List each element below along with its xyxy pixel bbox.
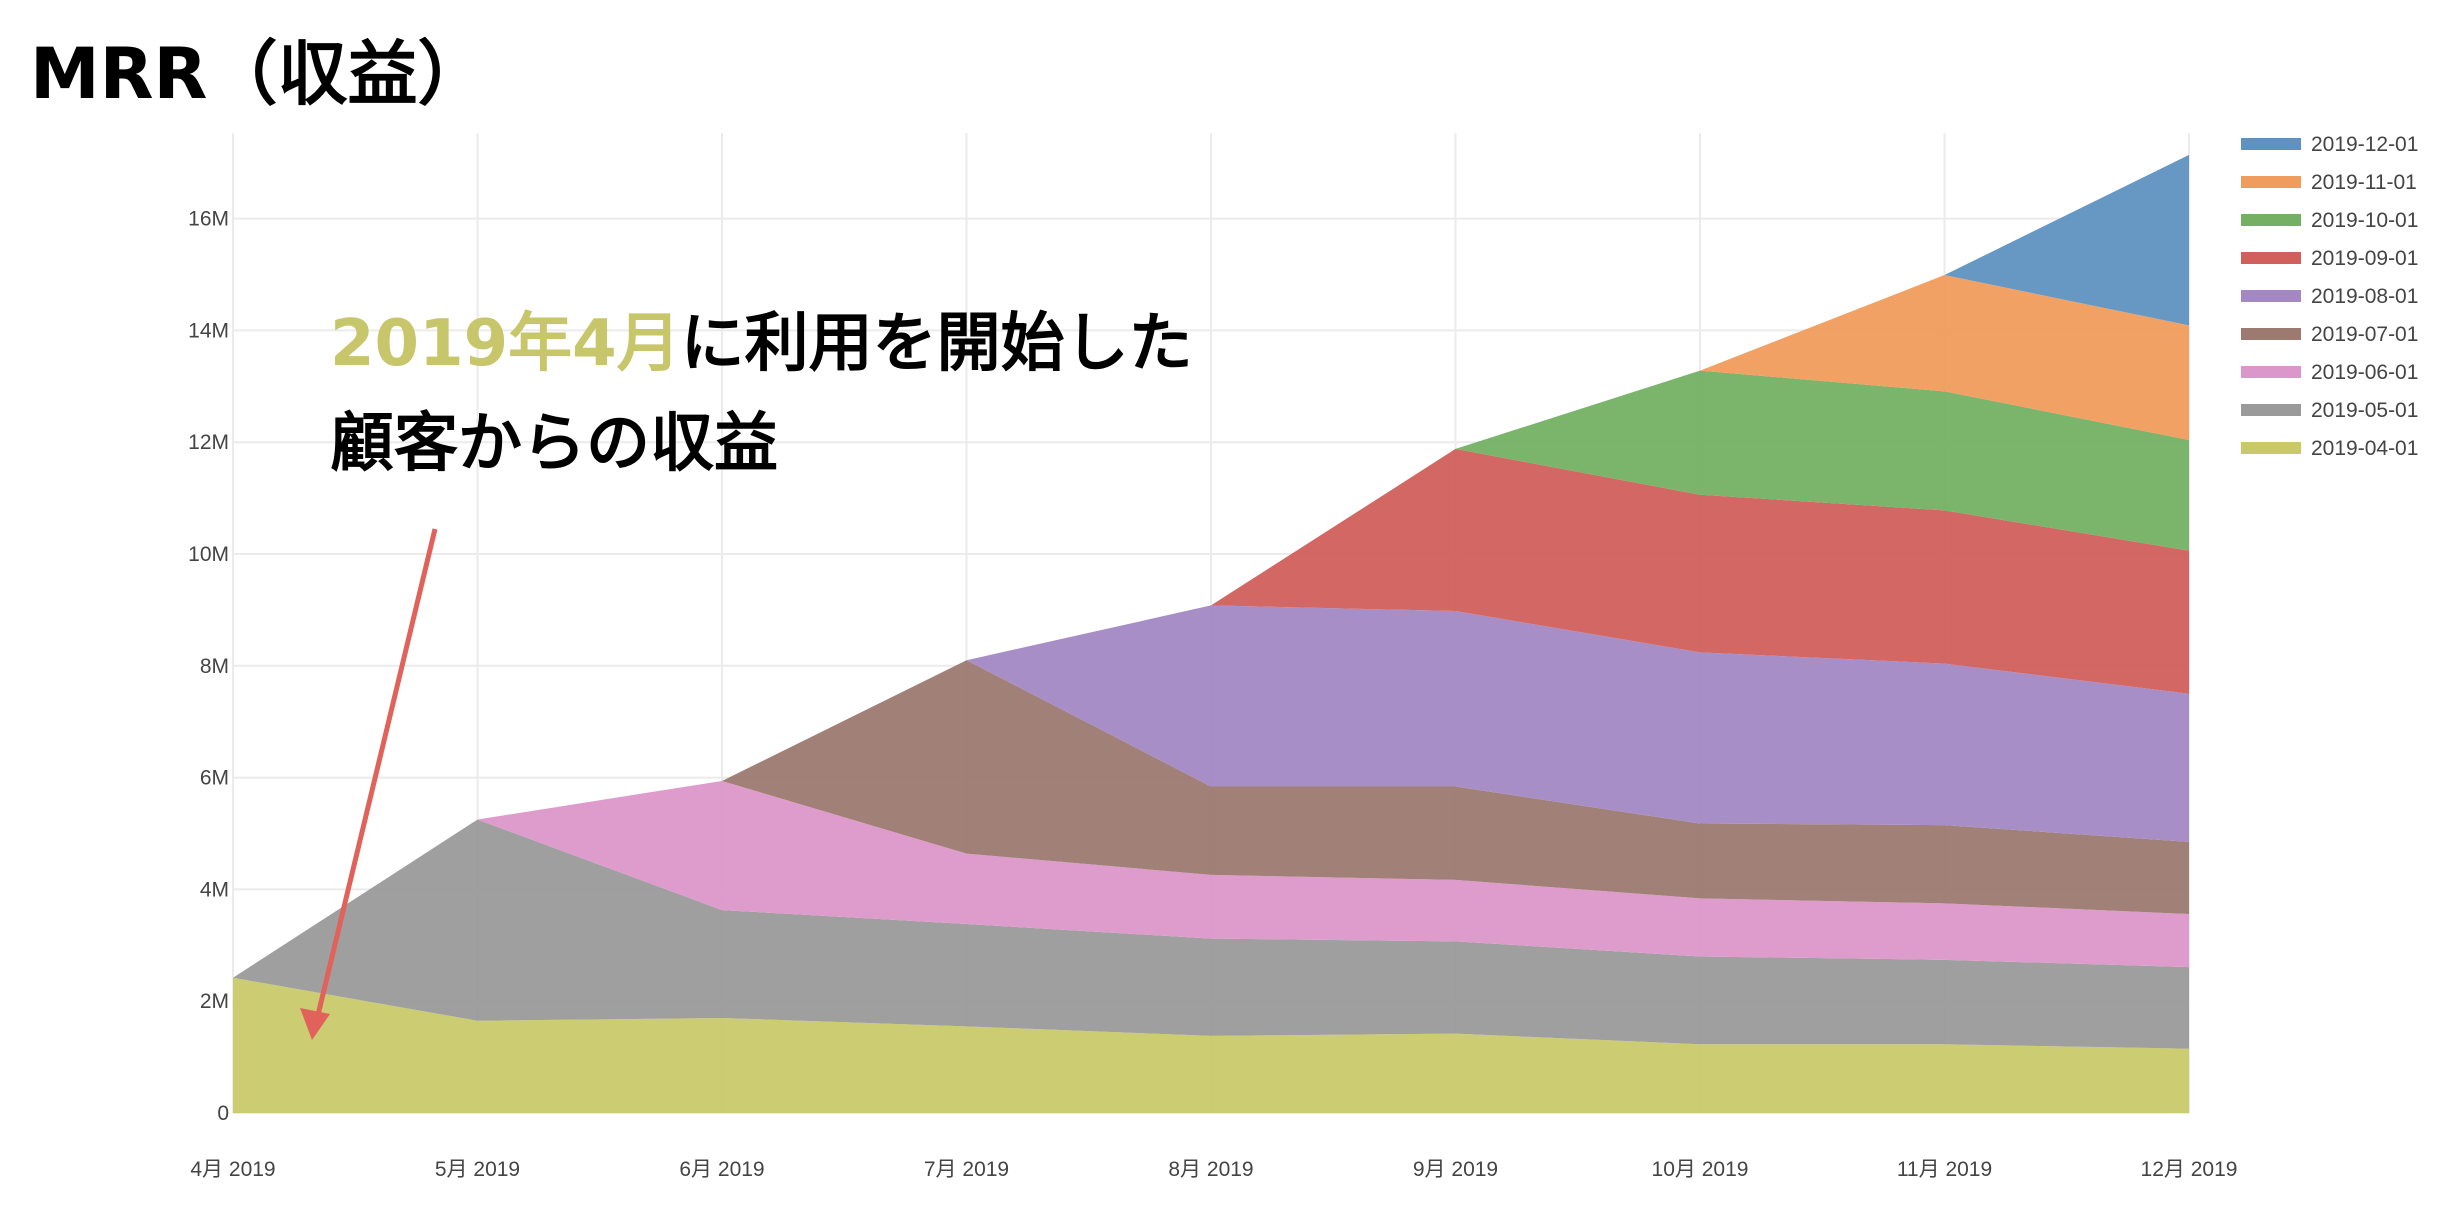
- x-tick-label: 7月 2019: [924, 1158, 1009, 1181]
- y-tick-label: 12M: [188, 431, 229, 454]
- x-tick-label: 4月 2019: [190, 1158, 275, 1181]
- y-tick-label: 6M: [200, 767, 229, 790]
- y-tick-label: 8M: [200, 655, 229, 678]
- area-2019-05-01: [233, 819, 2189, 1049]
- area-2019-10-01: [1455, 370, 2189, 551]
- legend-swatch[interactable]: [2241, 366, 2301, 378]
- x-tick-label: 12月 2019: [2141, 1158, 2238, 1181]
- legend-swatch[interactable]: [2241, 290, 2301, 302]
- legend-swatch[interactable]: [2241, 214, 2301, 226]
- y-tick-label: 2M: [200, 990, 229, 1013]
- y-tick-label: 10M: [188, 543, 229, 566]
- legend-label[interactable]: 2019-10-01: [2311, 209, 2418, 232]
- area-2019-07-01: [722, 660, 2189, 914]
- y-axis: 0 2M 4M 6M 8M 10M 12M 14M 16M: [188, 208, 229, 1125]
- x-tick-label: 5月 2019: [435, 1158, 520, 1181]
- legend-swatch[interactable]: [2241, 138, 2301, 150]
- legend-label[interactable]: 2019-08-01: [2311, 285, 2418, 308]
- legend-swatch[interactable]: [2241, 328, 2301, 340]
- legend-label[interactable]: 2019-12-01: [2311, 133, 2418, 156]
- x-tick-label: 8月 2019: [1168, 1158, 1253, 1181]
- y-tick-label: 14M: [188, 319, 229, 342]
- legend-label[interactable]: 2019-06-01: [2311, 361, 2418, 384]
- x-tick-label: 9月 2019: [1413, 1158, 1498, 1181]
- legend-label[interactable]: 2019-04-01: [2311, 437, 2418, 460]
- annotation-highlight: 2019年4月: [330, 307, 681, 381]
- legend-swatch[interactable]: [2241, 442, 2301, 454]
- area-2019-06-01: [477, 780, 2189, 968]
- x-tick-label: 6月 2019: [679, 1158, 764, 1181]
- legend-swatch[interactable]: [2241, 252, 2301, 264]
- annotation-line-1: 2019年4月に利用を開始した: [330, 292, 1193, 384]
- x-tick-label: 11月 2019: [1897, 1158, 1992, 1181]
- y-tick-label: 0: [217, 1102, 229, 1125]
- page-title: MRR（収益）: [30, 33, 488, 115]
- area-2019-08-01: [966, 605, 2189, 842]
- legend-swatch[interactable]: [2241, 404, 2301, 416]
- legend-label[interactable]: 2019-05-01: [2311, 399, 2418, 422]
- annotation-line-2: 顧客からの収益: [330, 407, 778, 481]
- area-2019-12-01: [1944, 154, 2189, 326]
- legend-label[interactable]: 2019-07-01: [2311, 323, 2418, 346]
- y-tick-label: 4M: [200, 878, 229, 901]
- legend-label[interactable]: 2019-11-01: [2311, 171, 2417, 194]
- annotation-arrow: [300, 528, 438, 1040]
- y-tick-label: 16M: [188, 208, 229, 231]
- area-2019-04-01: [233, 977, 2189, 1113]
- legend: 2019-12-01 2019-11-01 2019-10-01 2019-09-01…: [2241, 133, 2418, 460]
- area-2019-09-01: [1211, 448, 2189, 694]
- legend-swatch[interactable]: [2241, 176, 2301, 188]
- area-2019-11-01: [1700, 275, 2189, 440]
- annotation-text: に利用を開始した: [680, 307, 1193, 381]
- areas: [233, 154, 2189, 1113]
- x-axis: 4月 2019 5月 2019 6月 2019 7月 2019 8月 2019 9月 20…: [190, 1158, 2237, 1181]
- x-tick-label: 10月 2019: [1652, 1158, 1749, 1181]
- legend-label[interactable]: 2019-09-01: [2311, 247, 2418, 270]
